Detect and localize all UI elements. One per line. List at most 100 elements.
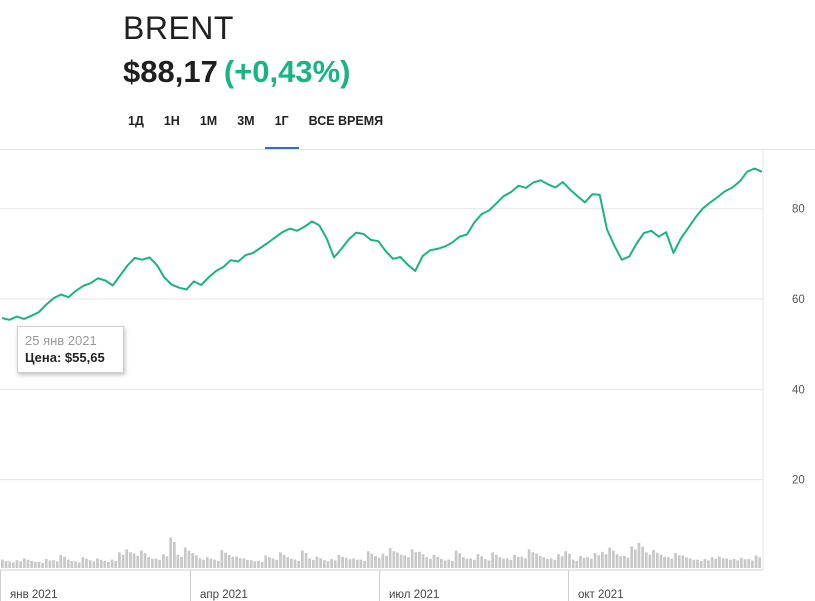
volume-bar [388, 548, 392, 568]
volume-bar [531, 552, 535, 568]
volume-bar [96, 558, 99, 568]
volume-bar [260, 561, 264, 568]
volume-bar [641, 546, 644, 568]
volume-bar [710, 557, 714, 568]
volume-bar [301, 550, 304, 568]
volume-bar [696, 559, 699, 568]
volume-bar [652, 550, 655, 568]
volume-bar [494, 554, 498, 568]
volume-bar [392, 551, 396, 568]
tooltip-date: 25 янв 2021 [25, 333, 97, 348]
volume-bar [454, 550, 458, 568]
volume-bar [538, 555, 542, 568]
tab-1[interactable]: 1Н [163, 114, 180, 128]
volume-bar [740, 557, 743, 568]
volume-bar [381, 553, 385, 568]
volume-bar [524, 558, 527, 568]
volume-bar [151, 558, 154, 568]
volume-bar [33, 561, 37, 568]
volume-bar [425, 557, 429, 568]
volume-bar [549, 558, 553, 568]
volume-bar [341, 556, 344, 568]
volume-bar [451, 560, 454, 568]
volume-bar [491, 552, 494, 568]
volume-bar [37, 562, 41, 568]
volume-bar [377, 557, 381, 568]
volume-bar [103, 560, 107, 568]
volume-bar [626, 557, 630, 568]
volume-bar [732, 559, 736, 568]
volume-bar [136, 555, 140, 568]
volume-bar [264, 555, 268, 568]
volume-bar [751, 560, 754, 568]
volume-bar [509, 559, 513, 568]
volume-bar [312, 559, 315, 568]
volume-bar [582, 557, 586, 568]
volume-bar [297, 560, 301, 568]
x-tick-label: окт 2021 [578, 589, 624, 601]
tab-0[interactable]: 1Д [128, 114, 144, 128]
volume-bar [209, 558, 213, 568]
volume-bar [66, 559, 70, 568]
volume-bar [385, 555, 388, 568]
tab-2[interactable]: 1М [199, 114, 218, 128]
volume-bar [568, 553, 571, 568]
price-chart[interactable]: 20 40 60 80 янв 2021 апр 2021 июл 2021 окт 202… [0, 150, 815, 601]
volume-bar [187, 550, 191, 568]
volume-bar [348, 559, 352, 568]
volume-bar [718, 556, 721, 568]
volume-bar [579, 556, 582, 568]
volume-bar [205, 557, 209, 568]
volume-bar [465, 558, 469, 568]
tooltip-price-label: Цена: [25, 350, 62, 365]
volume-bar [63, 556, 66, 568]
y-tick-label: 20 [792, 475, 805, 487]
volume-bar [513, 554, 516, 568]
header-divider [0, 149, 815, 150]
volume-bar [158, 559, 161, 568]
volume-bar [344, 557, 348, 568]
tab-4[interactable]: 1Г [264, 106, 299, 150]
volume-bar [619, 556, 622, 568]
volume-bar [169, 537, 172, 568]
volume-bar [505, 558, 509, 568]
volume-bar [637, 542, 641, 568]
volume-bar [630, 546, 633, 568]
volume-bar [633, 549, 637, 568]
volume-bar [615, 554, 619, 568]
volume-bar [597, 555, 601, 569]
volume-bar [714, 558, 718, 568]
volume-bar [308, 558, 311, 568]
volume-bar [77, 562, 81, 568]
volume-bar [330, 559, 333, 568]
volume-bar [670, 558, 674, 568]
volume-bar [15, 560, 19, 568]
volume-bar [290, 558, 293, 568]
tab-5[interactable]: ВСЕ ВРЕМЯ [308, 114, 384, 128]
volume-bar [374, 556, 377, 568]
volume-bar [520, 556, 524, 568]
volume-bar [224, 552, 227, 568]
volume-bar [571, 559, 575, 568]
volume-bar [220, 550, 224, 568]
volume-bar [355, 559, 359, 568]
volume-bar [162, 554, 165, 568]
volume-bar [30, 560, 33, 568]
volume-bar [743, 559, 747, 568]
tab-3[interactable]: 3М [237, 114, 255, 128]
volume-bar [59, 554, 63, 568]
volume-bar [421, 554, 425, 568]
volume-bar [194, 555, 198, 569]
volume-bar [198, 558, 202, 568]
volume-bar [275, 559, 279, 568]
volume-bar [235, 556, 238, 568]
volume-bar [747, 559, 751, 568]
y-tick-label: 60 [792, 294, 805, 306]
x-tick-label: июл 2021 [389, 589, 439, 601]
volume-bar [74, 561, 77, 568]
volume-bar [469, 558, 472, 568]
volume-bar [4, 560, 8, 568]
volume-bar [623, 556, 626, 568]
volume-bar [337, 554, 341, 568]
volume-bar [359, 559, 363, 568]
